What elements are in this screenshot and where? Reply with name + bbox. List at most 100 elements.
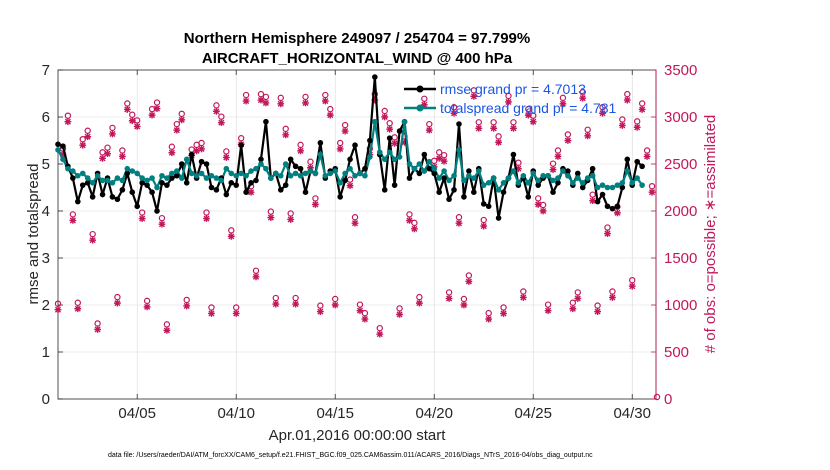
obs-assimilated-marker <box>104 150 111 158</box>
rmse-point <box>89 194 96 200</box>
rmse-point <box>579 184 586 191</box>
obs-assimilated-marker <box>415 299 423 307</box>
rmse-point <box>565 168 571 174</box>
totalspread-point <box>282 161 289 167</box>
obs-assimilated-marker <box>59 151 67 158</box>
rmse-point <box>589 165 596 172</box>
totalspread-point <box>535 177 541 184</box>
x-tick-label: 04/10 <box>217 405 255 422</box>
totalspread-point <box>629 180 636 186</box>
totalspread-point <box>312 170 319 177</box>
obs-assimilated-marker <box>455 219 463 227</box>
totalspread-point <box>446 177 452 184</box>
obs-possible-marker <box>604 224 611 231</box>
rmse-point <box>223 191 230 198</box>
rmse-point <box>139 180 145 186</box>
obs-assimilated-marker <box>361 315 369 323</box>
obs-possible-marker <box>143 297 151 305</box>
totalspread-point <box>357 170 363 177</box>
obs-assimilated-marker <box>569 305 577 313</box>
obs-assimilated-marker <box>579 94 587 102</box>
rmse-point <box>99 191 106 198</box>
rmse-point <box>416 170 423 177</box>
obs-assimilated-marker <box>356 307 364 315</box>
obs-assimilated-marker <box>297 147 304 155</box>
obs-assimilated-marker <box>480 222 488 230</box>
obs-assimilated-marker <box>386 125 394 133</box>
y-right-tick-label: 500 <box>664 344 689 361</box>
obs-assimilated-marker <box>495 138 502 146</box>
obs-assimilated-marker <box>490 124 498 132</box>
obs-possible-marker <box>480 216 487 224</box>
rmse-point <box>362 165 368 172</box>
totalspread-point <box>94 172 101 179</box>
obs-assimilated-marker <box>163 326 171 334</box>
obs-possible-marker <box>574 289 581 296</box>
obs-possible-marker <box>257 90 265 98</box>
totalspread-point <box>55 147 61 153</box>
rmse-point <box>480 201 487 207</box>
obs-possible-marker <box>183 296 190 304</box>
obs-assimilated-marker <box>475 124 483 132</box>
totalspread-point <box>188 170 195 177</box>
totalspread-point <box>614 182 621 188</box>
totalspread-point <box>253 165 259 172</box>
obs-assimilated-marker <box>208 310 215 317</box>
totalspread-point <box>471 175 477 181</box>
x-tick-label: 04/15 <box>316 405 354 422</box>
rmse-point <box>292 163 299 170</box>
x-axis-ticks: 04/05 04/10 04/15 04/20 04/25 04/30 <box>118 70 651 422</box>
totalspread-point <box>99 177 106 184</box>
obs-possible-marker <box>277 94 284 102</box>
totalspread-point <box>396 154 403 160</box>
totalspread-point <box>302 170 309 177</box>
x-tick-label: 04/20 <box>415 405 453 422</box>
y-left-tick-label: 0 <box>42 391 50 408</box>
totalspread-point <box>183 156 190 163</box>
totalspread-point <box>84 175 91 181</box>
rmse-point <box>372 74 378 80</box>
totalspread-point <box>317 151 324 158</box>
obs-possible-marker <box>213 102 220 109</box>
obs-assimilated-marker <box>435 154 443 162</box>
obs-assimilated-marker <box>94 326 102 333</box>
obs-assimilated-marker <box>485 315 493 323</box>
totalspread-point <box>480 182 487 188</box>
rmse-point <box>124 170 131 177</box>
rmse-point <box>436 189 442 195</box>
totalspread-point <box>560 168 566 174</box>
totalspread-point <box>619 180 626 186</box>
obs-assimilated-marker <box>589 197 597 205</box>
obs-possible-marker <box>104 144 111 151</box>
y-left-tick-label: 4 <box>42 203 50 220</box>
obs-assimilated-marker <box>534 201 542 208</box>
obs-possible-marker <box>520 288 527 295</box>
obs-possible-marker <box>386 120 393 127</box>
obs-assimilated-marker <box>594 308 601 315</box>
obs-assimilated-marker <box>539 207 547 215</box>
obs-possible-marker <box>638 100 646 107</box>
totalspread-point <box>436 175 442 181</box>
totalspread-point <box>104 177 111 184</box>
totalspread-point <box>243 172 249 179</box>
obs-assimilated-marker <box>178 116 186 124</box>
obs-assimilated-marker <box>341 127 349 135</box>
obs-assimilated-marker <box>89 236 97 244</box>
obs-possible-marker <box>396 305 403 312</box>
rmse-point <box>352 142 358 148</box>
obs-assimilated-marker <box>316 308 324 315</box>
obs-assimilated-marker <box>143 303 151 311</box>
obs-assimilated-marker <box>623 96 631 104</box>
obs-possible-marker <box>153 99 161 106</box>
obs-assimilated-marker <box>346 182 354 190</box>
totalspread-point <box>352 172 358 179</box>
totalspread-point <box>431 165 438 172</box>
rmse-point <box>574 170 581 177</box>
totalspread-point <box>540 172 546 179</box>
totalspread-point <box>124 165 131 172</box>
totalspread-point <box>510 168 517 174</box>
rmse-point <box>164 182 170 188</box>
totalspread-point <box>218 177 225 184</box>
rmse-point <box>535 182 541 188</box>
obs-assimilated-marker <box>544 307 552 315</box>
